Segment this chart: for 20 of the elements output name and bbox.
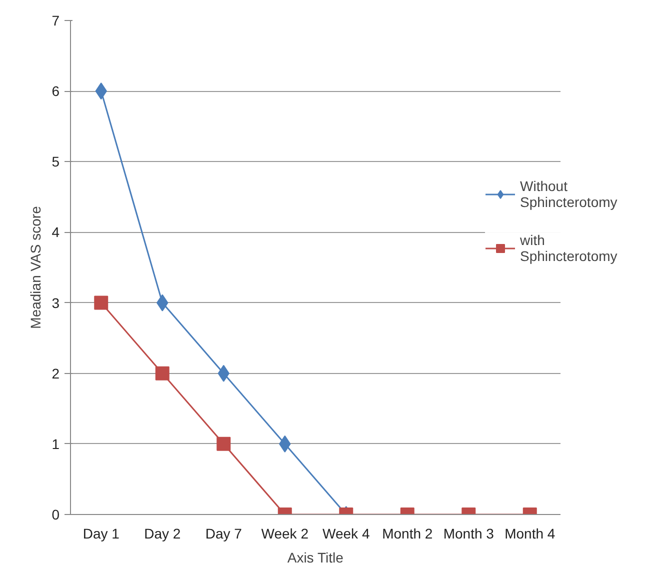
legend-label: with Sphincterotomy <box>520 232 618 264</box>
y-tick-label: 0 <box>52 506 60 522</box>
legend-label: Without Sphincterotomy <box>520 178 618 210</box>
y-tick-label: 3 <box>52 294 60 311</box>
y-axis-title: Meadian VAS score <box>28 206 44 329</box>
x-tick-label: Month 2 <box>382 526 433 542</box>
x-tick-label: Week 4 <box>322 526 370 542</box>
y-tick-label: 1 <box>52 436 60 452</box>
x-tick-label: Day 7 <box>205 526 242 542</box>
x-tick-label: Day 2 <box>144 526 181 542</box>
y-tick-label: 4 <box>52 224 60 240</box>
x-tick-label: Month 3 <box>443 526 494 542</box>
x-tick-label: Week 2 <box>261 526 309 542</box>
x-tick-label: Month 4 <box>504 526 556 542</box>
x-tick-label: Day 1 <box>82 526 120 542</box>
y-tick-label: 7 <box>52 12 60 28</box>
y-tick-label: 6 <box>52 83 60 100</box>
y-tick-label: 2 <box>52 365 60 382</box>
x-axis-title: Axis Title <box>287 550 344 566</box>
y-tick-label: 5 <box>52 154 60 170</box>
